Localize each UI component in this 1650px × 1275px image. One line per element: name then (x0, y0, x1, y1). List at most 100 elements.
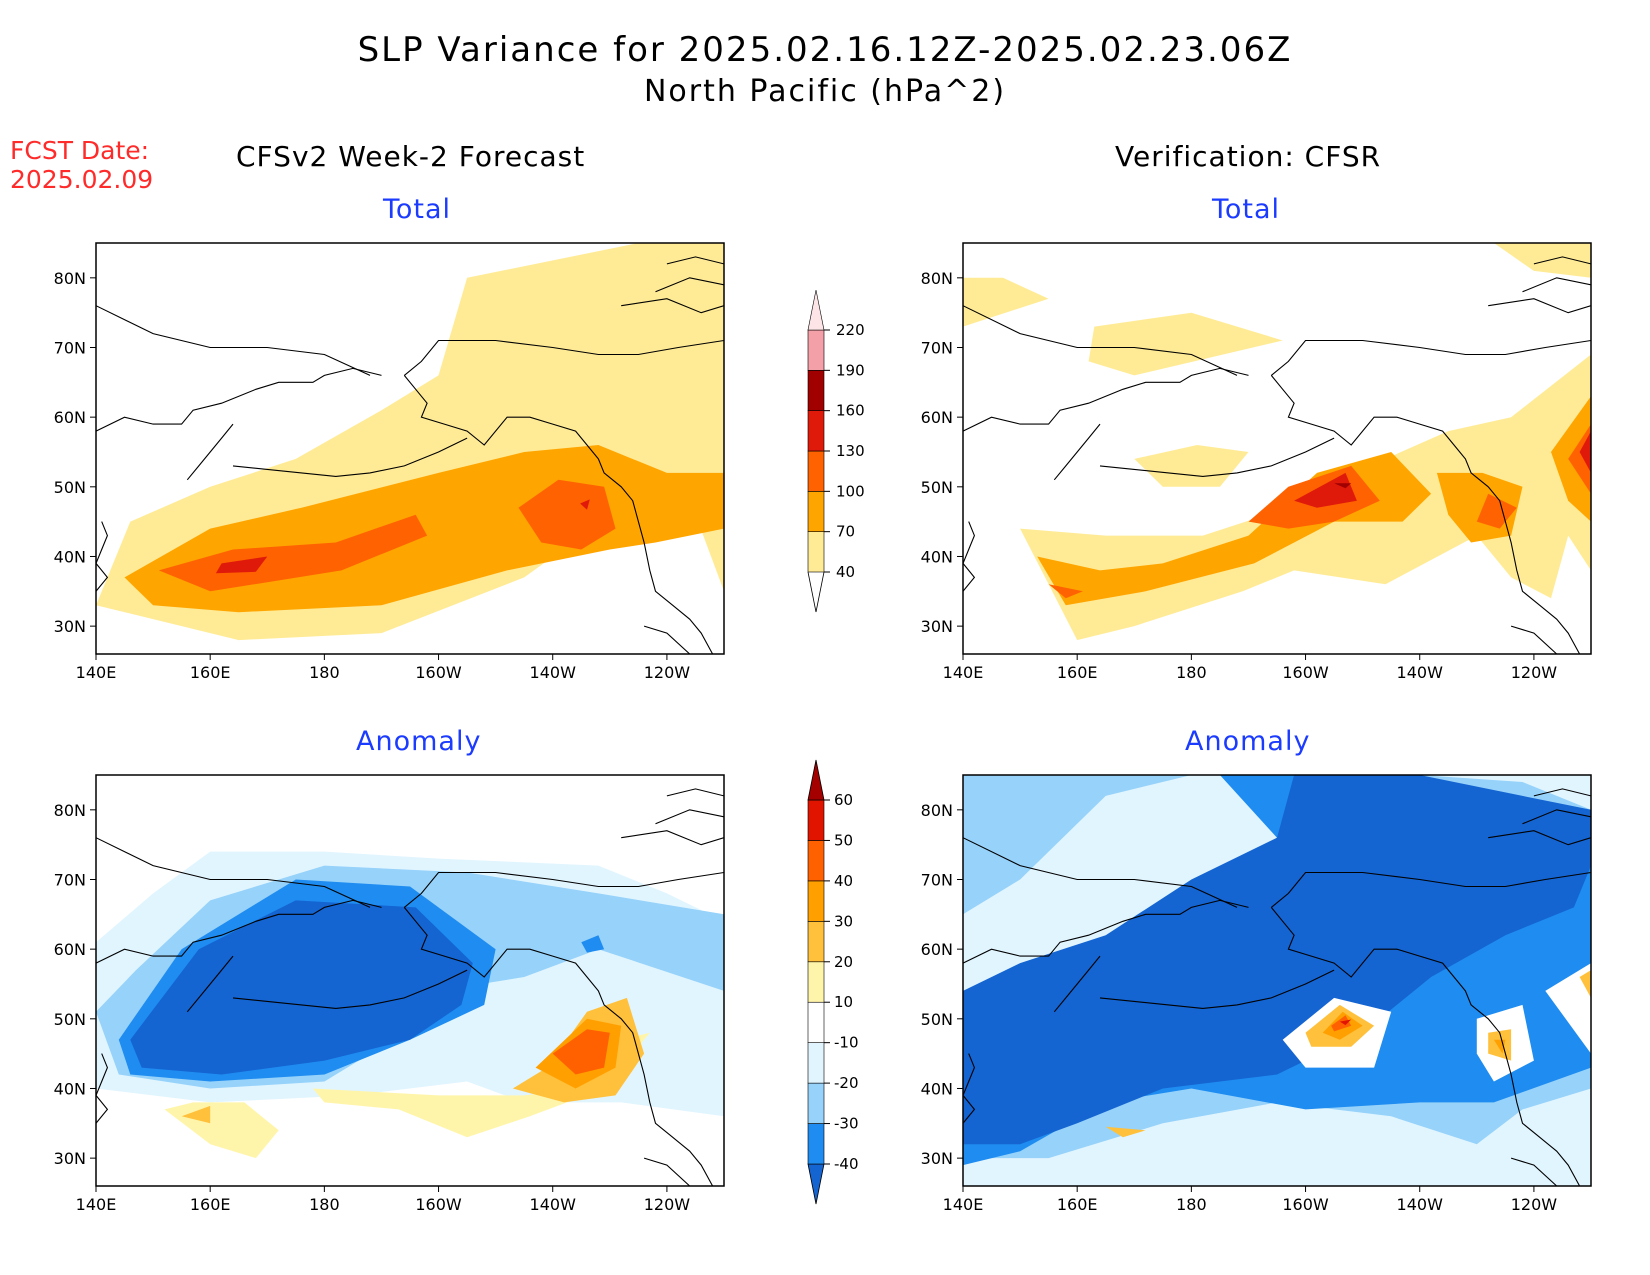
coastline (666, 256, 724, 265)
colorbar-total: 40 70 100 130 160 190 220 (807, 289, 865, 613)
contour-fill-3 (1579, 431, 1591, 473)
coastline (666, 788, 724, 797)
coastline (1053, 955, 1101, 1013)
colorbar-label: 40 (836, 563, 855, 581)
forecast-date-label: FCST Date: 2025.02.09 (10, 136, 153, 194)
coastline (1053, 423, 1101, 481)
lon-label: 140W (1397, 663, 1444, 682)
contour-fill-2 (1568, 424, 1591, 494)
panel-ver_anom: 80N 70N 60N 50N 40N 30N 140E 160E 180 160W 140W 120… (921, 774, 1592, 1214)
contour-fill-2 (1048, 584, 1083, 599)
coastline (96, 521, 109, 592)
colorbar-segment (807, 491, 825, 532)
lon-label: 160W (415, 1195, 462, 1214)
coastline (403, 871, 724, 908)
contour-fill-2 (1476, 493, 1517, 529)
contour-fill-8 (1339, 1019, 1352, 1026)
contour-fill-3 (130, 900, 473, 1075)
lat-label: 70N (921, 338, 953, 357)
colorbar-label: 30 (834, 912, 853, 930)
colorbar-segment (807, 799, 825, 841)
colorbar-label: 100 (836, 482, 865, 500)
lat-label: 50N (54, 478, 86, 497)
lat-label: 30N (921, 617, 953, 636)
lon-label: 120W (644, 1195, 691, 1214)
colorbar-segment (807, 329, 825, 371)
colorbar-end-low (807, 1163, 825, 1205)
lat-label: 50N (921, 478, 953, 497)
contour-fill-7 (1331, 1015, 1352, 1032)
colorbar-label: 50 (834, 831, 853, 849)
colorbar-label: 60 (834, 791, 853, 809)
lon-label: 160E (1057, 663, 1098, 682)
coastline (1270, 375, 1581, 654)
lat-label: 60N (921, 408, 953, 427)
coastlines (96, 788, 724, 1186)
lat-label: 30N (54, 1149, 86, 1168)
lon-label: 160W (415, 663, 462, 682)
main-subtitle: North Pacific (hPa^2) (643, 74, 1007, 109)
coastline (1099, 969, 1335, 1009)
lon-label: 140W (530, 1195, 577, 1214)
coastline (403, 375, 714, 654)
lon-label: 180 (309, 1195, 340, 1214)
fc-anomaly-title: Anomaly (356, 726, 482, 757)
lat-label: 50N (54, 1010, 86, 1029)
shaded-field (96, 851, 724, 1159)
coastline (1488, 830, 1591, 846)
lat-label: 40N (54, 547, 86, 566)
coastline (655, 277, 724, 293)
coastline (963, 521, 976, 592)
colorbar-segment (807, 961, 825, 1003)
contour-fill-0 (1493, 243, 1591, 278)
map-frame (95, 774, 725, 1187)
lat-label: 60N (921, 940, 953, 959)
shaded-field (963, 775, 1591, 1186)
lon-label: 160W (1282, 663, 1329, 682)
lat-label: 30N (921, 1149, 953, 1168)
contour-fill-4 (1334, 483, 1352, 489)
colorbar-label: 20 (834, 953, 853, 971)
lon-label: 160E (190, 1195, 231, 1214)
coastline (1099, 437, 1335, 477)
lon-label: 140E (76, 663, 117, 682)
colorbar-end-high (807, 289, 825, 331)
coastlines (963, 256, 1591, 654)
contour-fill-3 (1294, 472, 1357, 508)
coastline (232, 437, 468, 477)
fc-total-title: Total (383, 194, 452, 225)
lon-label: 160E (1057, 1195, 1098, 1214)
coastline (1270, 339, 1591, 376)
coastline (643, 1157, 691, 1186)
lat-label: 70N (921, 870, 953, 889)
colorbar-segment (807, 531, 825, 573)
coastline (1522, 809, 1591, 825)
lon-label: 180 (1176, 663, 1207, 682)
coastline (1533, 256, 1591, 265)
coastline (96, 899, 382, 964)
lat-label: 60N (54, 408, 86, 427)
coastline (621, 298, 724, 314)
coastline (655, 809, 724, 825)
lon-label: 140W (530, 663, 577, 682)
coastline (1510, 625, 1558, 654)
colorbar-segment (807, 410, 825, 452)
colorbar-label: -20 (834, 1074, 859, 1092)
lon-label: 140E (76, 1195, 117, 1214)
lon-label: 140E (943, 663, 984, 682)
coastline (96, 305, 371, 376)
lon-label: 120W (644, 663, 691, 682)
shaded-field (963, 243, 1591, 641)
lon-label: 180 (309, 663, 340, 682)
contour-fill-2 (518, 479, 616, 550)
colorbar-label: 220 (836, 321, 865, 339)
coastline (1488, 298, 1591, 314)
coastline (963, 837, 1238, 908)
coastline (1510, 1157, 1558, 1186)
lat-label: 80N (921, 801, 953, 820)
map-frame (962, 774, 1592, 1187)
lat-label: 70N (54, 338, 86, 357)
colorbar-segment (807, 370, 825, 411)
lon-label: 180 (1176, 1195, 1207, 1214)
colorbar-label: 40 (834, 872, 853, 890)
